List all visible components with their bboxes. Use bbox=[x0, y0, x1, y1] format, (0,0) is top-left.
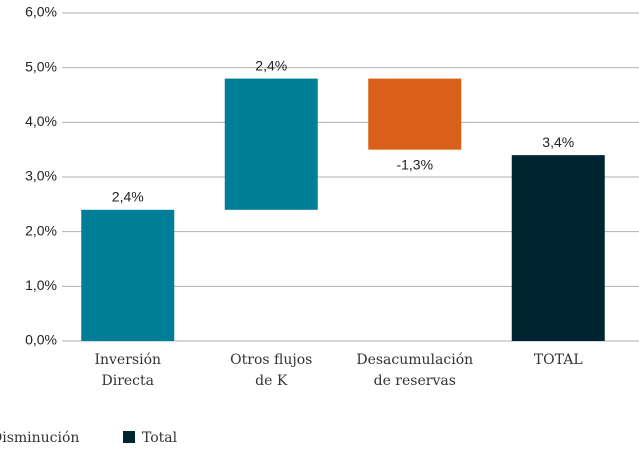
legend-swatch bbox=[123, 431, 135, 443]
x-tick-label-line: Directa bbox=[102, 373, 155, 389]
x-tick-label: Inversión Directa bbox=[94, 352, 161, 389]
bar bbox=[224, 78, 318, 210]
y-tick-label: 4,0% bbox=[25, 113, 57, 129]
legend-label: Disminución bbox=[0, 430, 79, 446]
y-tick-label: 0,0% bbox=[25, 332, 57, 348]
x-tick-label-line: TOTAL bbox=[534, 352, 583, 368]
x-tick-label-line: Desacumulación bbox=[356, 352, 473, 368]
bar bbox=[368, 78, 462, 150]
legend-label: Total bbox=[142, 430, 178, 446]
y-tick-label: 3,0% bbox=[25, 168, 57, 184]
bar bbox=[81, 209, 175, 341]
y-tick-label: 5,0% bbox=[25, 58, 57, 74]
x-tick-label-line: de reservas bbox=[374, 373, 456, 389]
x-tick-label: Desacumulación de reservas bbox=[356, 352, 473, 389]
value-label: 2,4% bbox=[112, 189, 144, 205]
bar bbox=[511, 155, 605, 341]
y-tick-label: 2,0% bbox=[25, 222, 57, 238]
value-label: -1,3% bbox=[396, 156, 433, 172]
y-tick-label: 1,0% bbox=[25, 277, 57, 293]
x-tick-label-line: Otros flujos bbox=[230, 352, 312, 368]
x-tick-label-line: Inversión bbox=[94, 352, 161, 368]
x-tick-label-line: de K bbox=[255, 373, 288, 389]
value-label: 2,4% bbox=[255, 57, 287, 73]
x-tick-label: Otros flujos de K bbox=[230, 352, 312, 389]
x-tick-label: TOTAL bbox=[534, 352, 583, 368]
value-label: 3,4% bbox=[542, 134, 574, 150]
y-tick-label: 6,0% bbox=[25, 4, 57, 20]
